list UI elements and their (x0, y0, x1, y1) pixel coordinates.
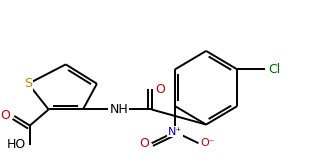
Text: O: O (139, 137, 149, 150)
Text: O: O (156, 83, 165, 96)
Text: Cl: Cl (268, 63, 280, 76)
Text: O⁻: O⁻ (200, 138, 215, 148)
Text: O: O (0, 109, 10, 122)
Text: S: S (24, 77, 32, 90)
Text: NH: NH (109, 103, 128, 116)
Text: HO: HO (7, 138, 26, 151)
Text: N⁺: N⁺ (168, 127, 182, 137)
